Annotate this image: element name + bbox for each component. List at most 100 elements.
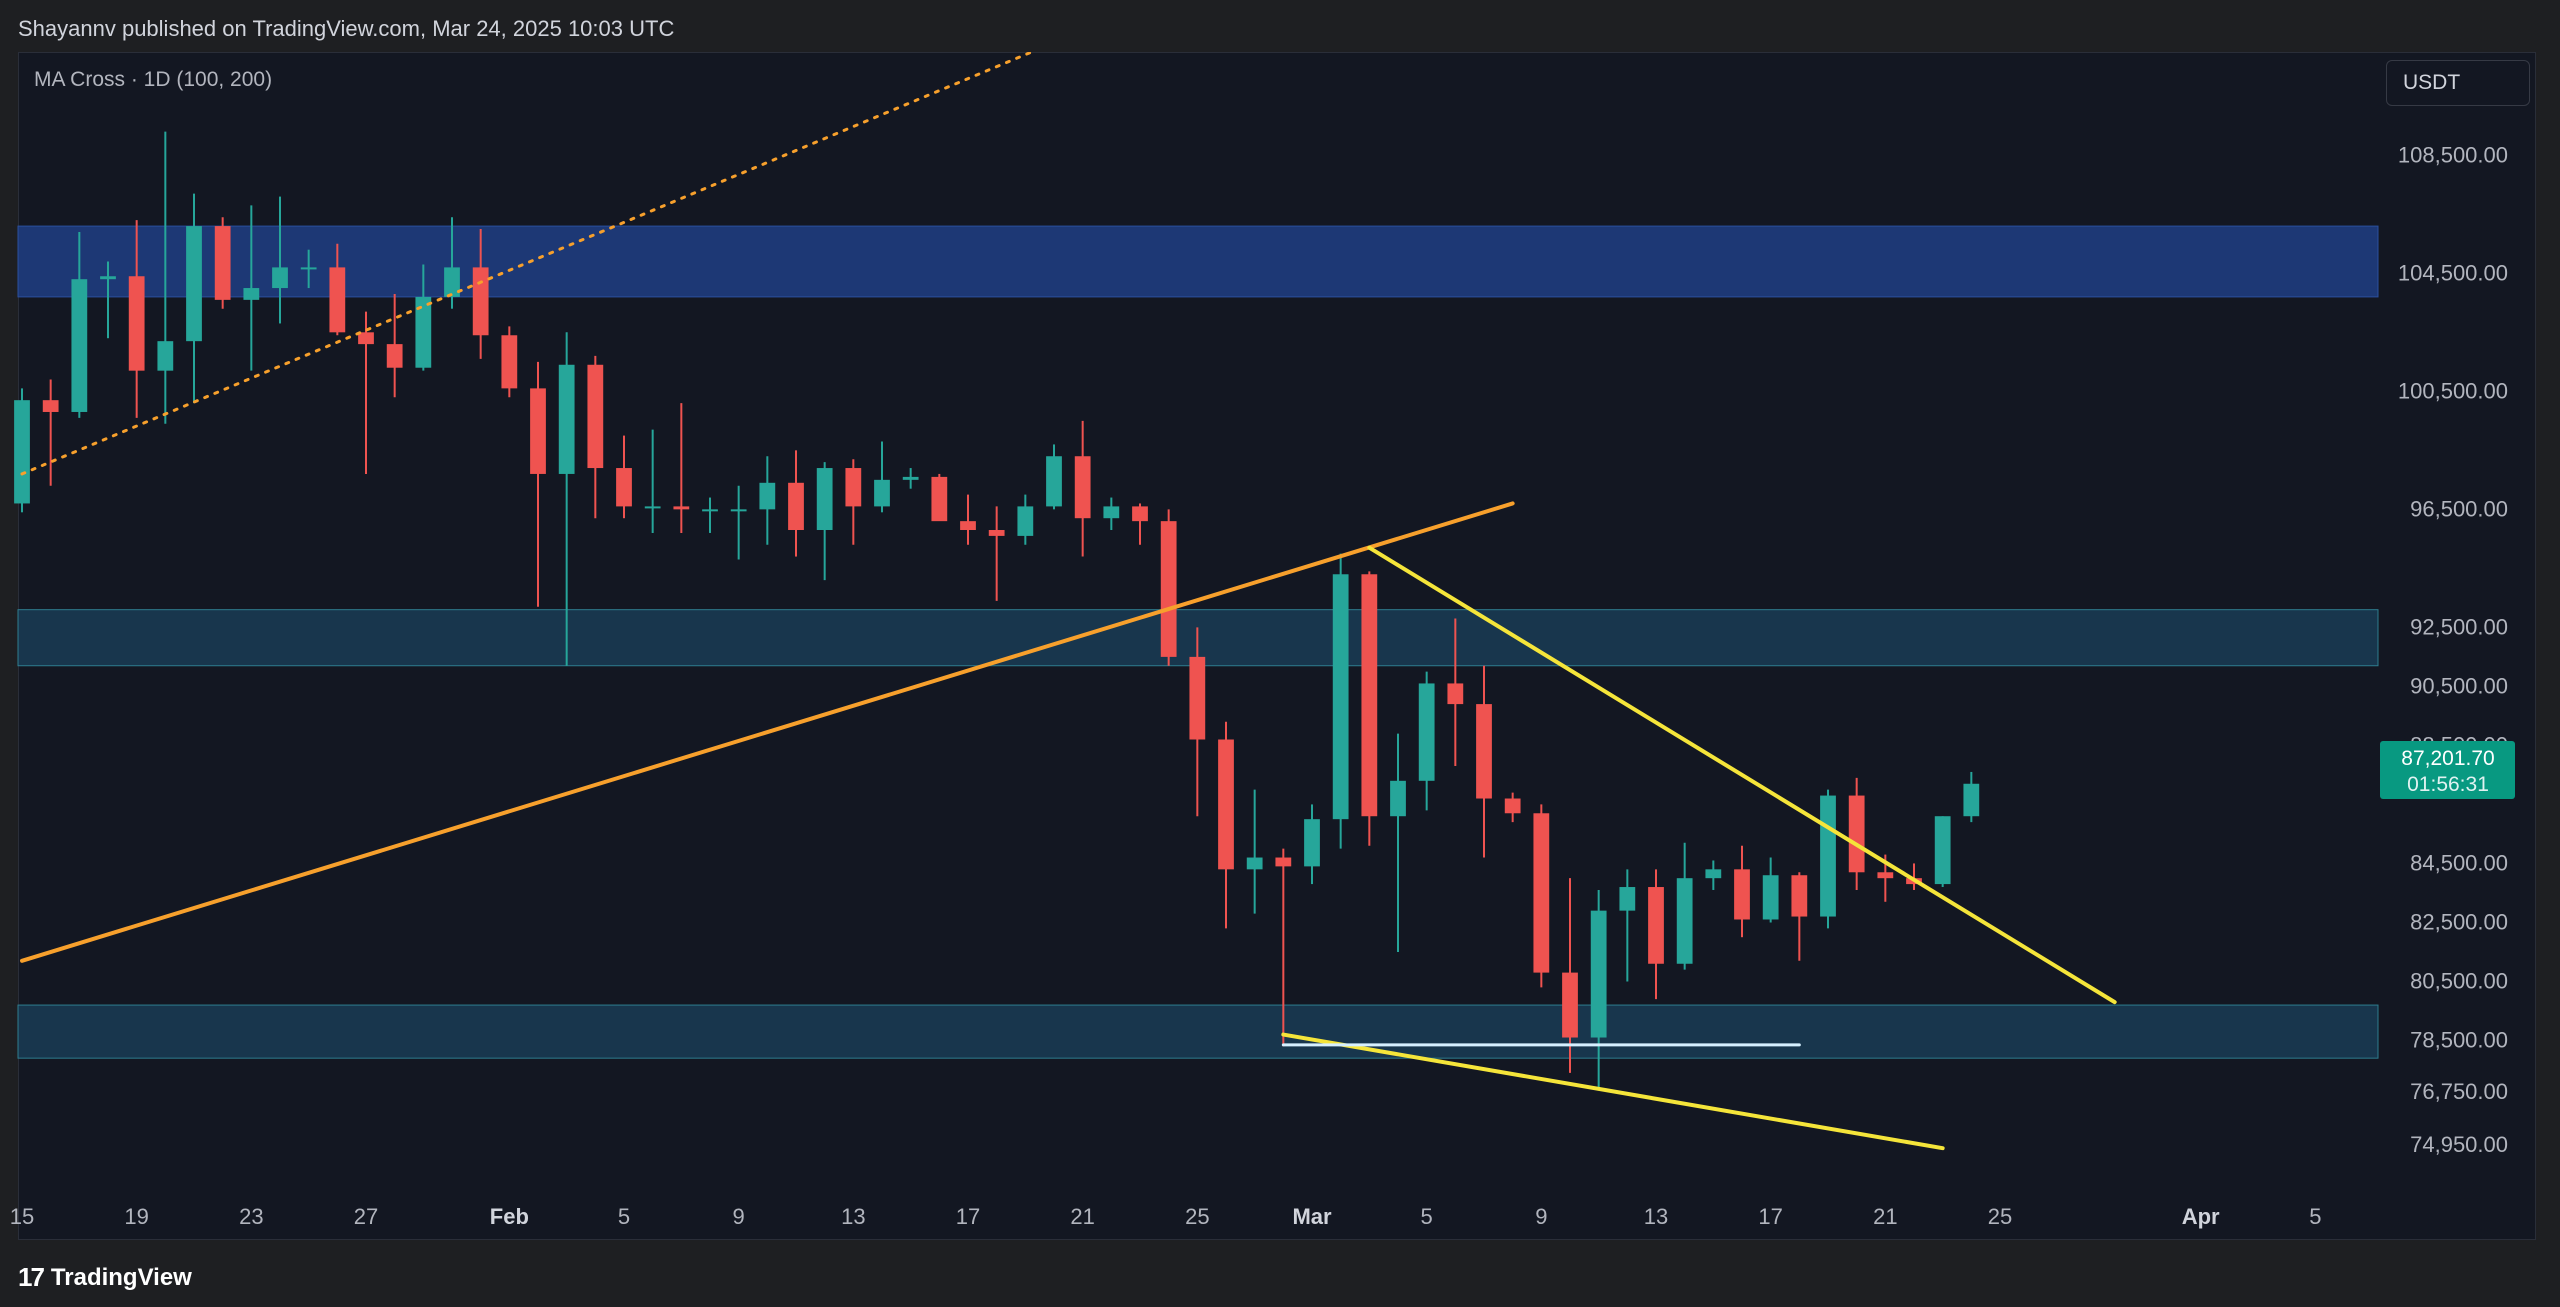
candle-body[interactable] bbox=[444, 267, 460, 297]
candle-body[interactable] bbox=[1103, 506, 1120, 519]
candle-body[interactable] bbox=[186, 226, 202, 342]
candle-body[interactable] bbox=[902, 476, 919, 480]
candle-body[interactable] bbox=[1074, 456, 1091, 519]
candle-body[interactable] bbox=[501, 335, 518, 389]
candle-body[interactable] bbox=[415, 296, 432, 368]
candle-body[interactable] bbox=[1877, 872, 1894, 879]
candle-body[interactable] bbox=[1619, 887, 1636, 911]
x-axis-tick-label: Mar bbox=[1292, 1204, 1332, 1229]
candle-body[interactable] bbox=[874, 479, 890, 507]
candle-body[interactable] bbox=[1734, 869, 1750, 920]
candle-body[interactable] bbox=[157, 341, 174, 371]
x-axis-tick-label: Apr bbox=[2182, 1204, 2220, 1229]
candle-body[interactable] bbox=[42, 400, 59, 412]
candle-body[interactable] bbox=[243, 288, 260, 300]
trendline-ascending-trendline[interactable] bbox=[20, 501, 1515, 963]
candle-body[interactable] bbox=[587, 364, 604, 469]
candle-body[interactable] bbox=[386, 344, 403, 368]
y-axis-tick-label: 100,500.00 bbox=[2398, 378, 2508, 403]
candle-body[interactable] bbox=[1046, 456, 1062, 507]
candle-body[interactable] bbox=[472, 267, 489, 336]
candle-body[interactable] bbox=[1705, 869, 1722, 879]
candle-body[interactable] bbox=[1275, 857, 1292, 867]
x-axis-tick-label: 27 bbox=[354, 1204, 378, 1229]
candle-body[interactable] bbox=[329, 267, 346, 333]
current-price-tag bbox=[2380, 741, 2515, 799]
candle-body[interactable] bbox=[14, 400, 30, 504]
y-axis-tick-label: 82,500.00 bbox=[2410, 909, 2508, 934]
y-axis-tick-label: 80,500.00 bbox=[2410, 968, 2508, 993]
candle-body[interactable] bbox=[644, 506, 661, 509]
candle-body[interactable] bbox=[931, 476, 948, 522]
candle-body[interactable] bbox=[1246, 857, 1263, 870]
candle-body[interactable] bbox=[1676, 878, 1693, 964]
candle-body[interactable] bbox=[1848, 795, 1865, 873]
y-axis-tick-label: 108,500.00 bbox=[2398, 142, 2508, 167]
candle-body[interactable] bbox=[1533, 813, 1550, 973]
candle-body[interactable] bbox=[100, 276, 116, 280]
trendline-wedge-upper[interactable] bbox=[1367, 545, 2117, 1005]
x-axis-tick-label: 21 bbox=[1070, 1204, 1094, 1229]
candle-body[interactable] bbox=[1017, 506, 1034, 536]
candle-body[interactable] bbox=[988, 530, 1005, 536]
candle-body[interactable] bbox=[1332, 574, 1349, 820]
candle-body[interactable] bbox=[845, 468, 862, 507]
x-axis-tick-label: Feb bbox=[490, 1204, 529, 1229]
y-axis-tick-label: 92,500.00 bbox=[2410, 614, 2508, 639]
candle-body[interactable] bbox=[1132, 506, 1148, 522]
candle-body[interactable] bbox=[128, 276, 145, 371]
candle-body[interactable] bbox=[1820, 795, 1836, 917]
candle-body[interactable] bbox=[1361, 574, 1378, 817]
candle-body[interactable] bbox=[1590, 910, 1607, 1038]
publish-info: Shayannv published on TradingView.com, M… bbox=[18, 16, 675, 41]
candle-body[interactable] bbox=[358, 332, 374, 345]
candle-body[interactable] bbox=[300, 267, 317, 270]
candle-body[interactable] bbox=[1418, 683, 1435, 781]
candle-body[interactable] bbox=[1762, 875, 1779, 920]
candle-body[interactable] bbox=[616, 468, 632, 507]
x-axis-tick-label: 23 bbox=[239, 1204, 263, 1229]
candle-body[interactable] bbox=[1304, 819, 1320, 867]
top-bar: Shayannv published on TradingView.com, M… bbox=[0, 0, 2560, 52]
indicator-legend[interactable]: MA Cross · 1D (100, 200) bbox=[34, 68, 273, 91]
candle-body[interactable] bbox=[71, 279, 88, 412]
currency-button[interactable]: USDT bbox=[2386, 60, 2530, 106]
candle-body[interactable] bbox=[530, 388, 546, 474]
candle-body[interactable] bbox=[673, 506, 690, 510]
candle-body[interactable] bbox=[702, 509, 718, 512]
candle-body[interactable] bbox=[816, 468, 833, 531]
candle-body[interactable] bbox=[214, 226, 231, 300]
candle-body[interactable] bbox=[1648, 887, 1664, 964]
current-price-value: 87,201.70 bbox=[2401, 747, 2494, 770]
x-axis-tick-label: 25 bbox=[1988, 1204, 2012, 1229]
candle-body[interactable] bbox=[1562, 972, 1578, 1038]
candle-body[interactable] bbox=[1791, 875, 1808, 917]
y-axis-tick-label: 76,750.00 bbox=[2410, 1079, 2508, 1104]
x-axis-tick-label: 17 bbox=[956, 1204, 980, 1229]
candle-body[interactable] bbox=[1218, 739, 1234, 870]
x-axis-tick-label: 13 bbox=[1644, 1204, 1668, 1229]
candle-body[interactable] bbox=[730, 509, 747, 512]
candle-body[interactable] bbox=[788, 482, 804, 531]
candle-body[interactable] bbox=[759, 482, 776, 510]
candle-body[interactable] bbox=[1934, 816, 1951, 885]
candle-body[interactable] bbox=[1476, 704, 1492, 799]
candle-body[interactable] bbox=[1447, 683, 1464, 705]
trendline-wedge-lower[interactable] bbox=[1281, 1032, 1945, 1151]
x-axis-tick-label: 9 bbox=[1535, 1204, 1547, 1229]
candle-body[interactable] bbox=[1160, 521, 1177, 657]
y-axis-tick-label: 104,500.00 bbox=[2398, 260, 2508, 285]
candle-body[interactable] bbox=[960, 521, 976, 531]
y-axis-tick-label: 84,500.00 bbox=[2410, 850, 2508, 875]
candle-body[interactable] bbox=[1390, 780, 1406, 817]
candle-body[interactable] bbox=[272, 267, 288, 289]
bottom-bar bbox=[0, 1240, 2560, 1307]
candle-body[interactable] bbox=[1189, 656, 1206, 740]
x-axis-tick-label: 17 bbox=[1758, 1204, 1782, 1229]
candle-body[interactable] bbox=[1963, 783, 1980, 817]
candle-body[interactable] bbox=[1504, 798, 1521, 814]
zone-supply bbox=[17, 225, 2379, 298]
candle-body[interactable] bbox=[558, 364, 575, 474]
tradingview-logo[interactable]: 17 TradingView bbox=[18, 1262, 192, 1293]
